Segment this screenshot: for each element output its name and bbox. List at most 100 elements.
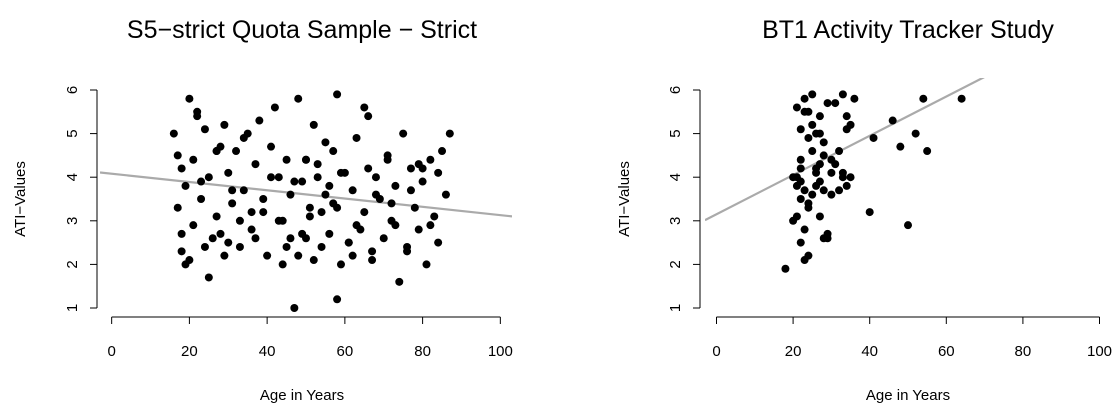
- axis-ticks: 0 20 40 60 80 100 1 2 3 4 5 6: [64, 86, 513, 360]
- data-point: [368, 256, 377, 265]
- data-point: [193, 112, 202, 121]
- data-point: [831, 99, 840, 108]
- data-point: [282, 242, 291, 251]
- chart-title: BT1 Activity Tracker Study: [762, 16, 1054, 44]
- data-point: [235, 216, 244, 225]
- data-point: [896, 142, 905, 151]
- data-point: [235, 242, 244, 251]
- axis-ticks: 0 20 40 60 80 100 1 2 3 4 5 6: [667, 86, 1112, 360]
- data-point: [434, 238, 443, 247]
- data-point: [169, 129, 178, 138]
- data-point: [177, 229, 186, 238]
- data-point: [290, 304, 299, 312]
- data-point: [800, 225, 809, 234]
- data-point: [438, 147, 447, 156]
- y-tick-label: 4: [667, 173, 684, 181]
- data-point: [228, 199, 237, 208]
- scatter-points: [781, 90, 966, 273]
- x-tick-label: 80: [414, 343, 431, 360]
- data-point: [426, 155, 435, 164]
- data-point: [185, 256, 194, 265]
- data-point: [251, 160, 260, 169]
- data-point: [819, 138, 828, 147]
- data-point: [208, 234, 217, 243]
- data-point: [819, 186, 828, 195]
- data-point: [391, 221, 400, 230]
- data-point: [426, 221, 435, 230]
- data-point: [796, 164, 805, 173]
- data-point: [403, 247, 412, 256]
- data-point: [792, 212, 801, 221]
- data-point: [220, 251, 229, 260]
- data-point: [364, 112, 373, 121]
- data-point: [808, 190, 817, 199]
- data-point: [819, 151, 828, 160]
- data-point: [317, 208, 326, 217]
- data-point: [228, 186, 237, 195]
- data-point: [364, 164, 373, 173]
- data-point: [282, 155, 291, 164]
- data-point: [177, 247, 186, 256]
- data-point: [808, 120, 817, 129]
- data-point: [200, 242, 209, 251]
- data-point: [434, 168, 443, 177]
- data-point: [298, 177, 307, 186]
- data-point: [808, 90, 817, 99]
- data-point: [294, 251, 303, 260]
- x-tick-label: 80: [1015, 343, 1032, 360]
- y-tick-label: 1: [667, 304, 684, 312]
- data-point: [823, 234, 832, 243]
- data-point: [267, 173, 276, 182]
- data-point: [919, 94, 928, 103]
- y-tick-label: 4: [64, 173, 81, 181]
- data-point: [800, 94, 809, 103]
- data-point: [371, 173, 380, 182]
- data-point: [309, 120, 318, 129]
- regression-line-group: [100, 171, 512, 218]
- data-point: [344, 238, 353, 247]
- data-point: [410, 203, 419, 212]
- data-point: [957, 94, 966, 103]
- data-point: [815, 212, 824, 221]
- data-point: [173, 203, 182, 212]
- data-point: [418, 177, 427, 186]
- data-point: [842, 181, 851, 190]
- data-point: [239, 133, 248, 142]
- data-point: [792, 103, 801, 112]
- data-point: [278, 260, 287, 269]
- y-tick-label: 2: [667, 260, 684, 268]
- data-point: [212, 147, 221, 156]
- y-tick-label: 3: [64, 217, 81, 225]
- x-axis-label: Age in Years: [866, 387, 950, 404]
- y-tick-label: 5: [64, 129, 81, 137]
- y-axis-label: ATI−Values: [616, 161, 633, 237]
- panel-left: S5−strict Quota Sample − Strict Age in Y…: [12, 16, 513, 404]
- x-tick-label: 0: [107, 343, 115, 360]
- x-tick-label: 100: [488, 343, 513, 360]
- data-point: [827, 190, 836, 199]
- data-point: [395, 277, 404, 286]
- data-point: [815, 177, 824, 186]
- y-tick-label: 6: [64, 86, 81, 94]
- data-point: [239, 186, 248, 195]
- data-point: [865, 208, 874, 217]
- data-point: [224, 168, 233, 177]
- data-point: [869, 133, 878, 142]
- data-point: [189, 155, 198, 164]
- data-point: [383, 155, 392, 164]
- data-point: [305, 203, 314, 212]
- data-point: [835, 186, 844, 195]
- data-point: [796, 238, 805, 247]
- data-point: [333, 90, 342, 99]
- data-point: [255, 116, 264, 125]
- data-point: [804, 133, 813, 142]
- data-point: [177, 164, 186, 173]
- data-point: [368, 247, 377, 256]
- data-point: [838, 90, 847, 99]
- data-point: [290, 177, 299, 186]
- x-axis-label: Age in Years: [260, 387, 344, 404]
- data-point: [804, 199, 813, 208]
- data-point: [815, 160, 824, 169]
- data-point: [800, 107, 809, 116]
- data-point: [888, 116, 897, 125]
